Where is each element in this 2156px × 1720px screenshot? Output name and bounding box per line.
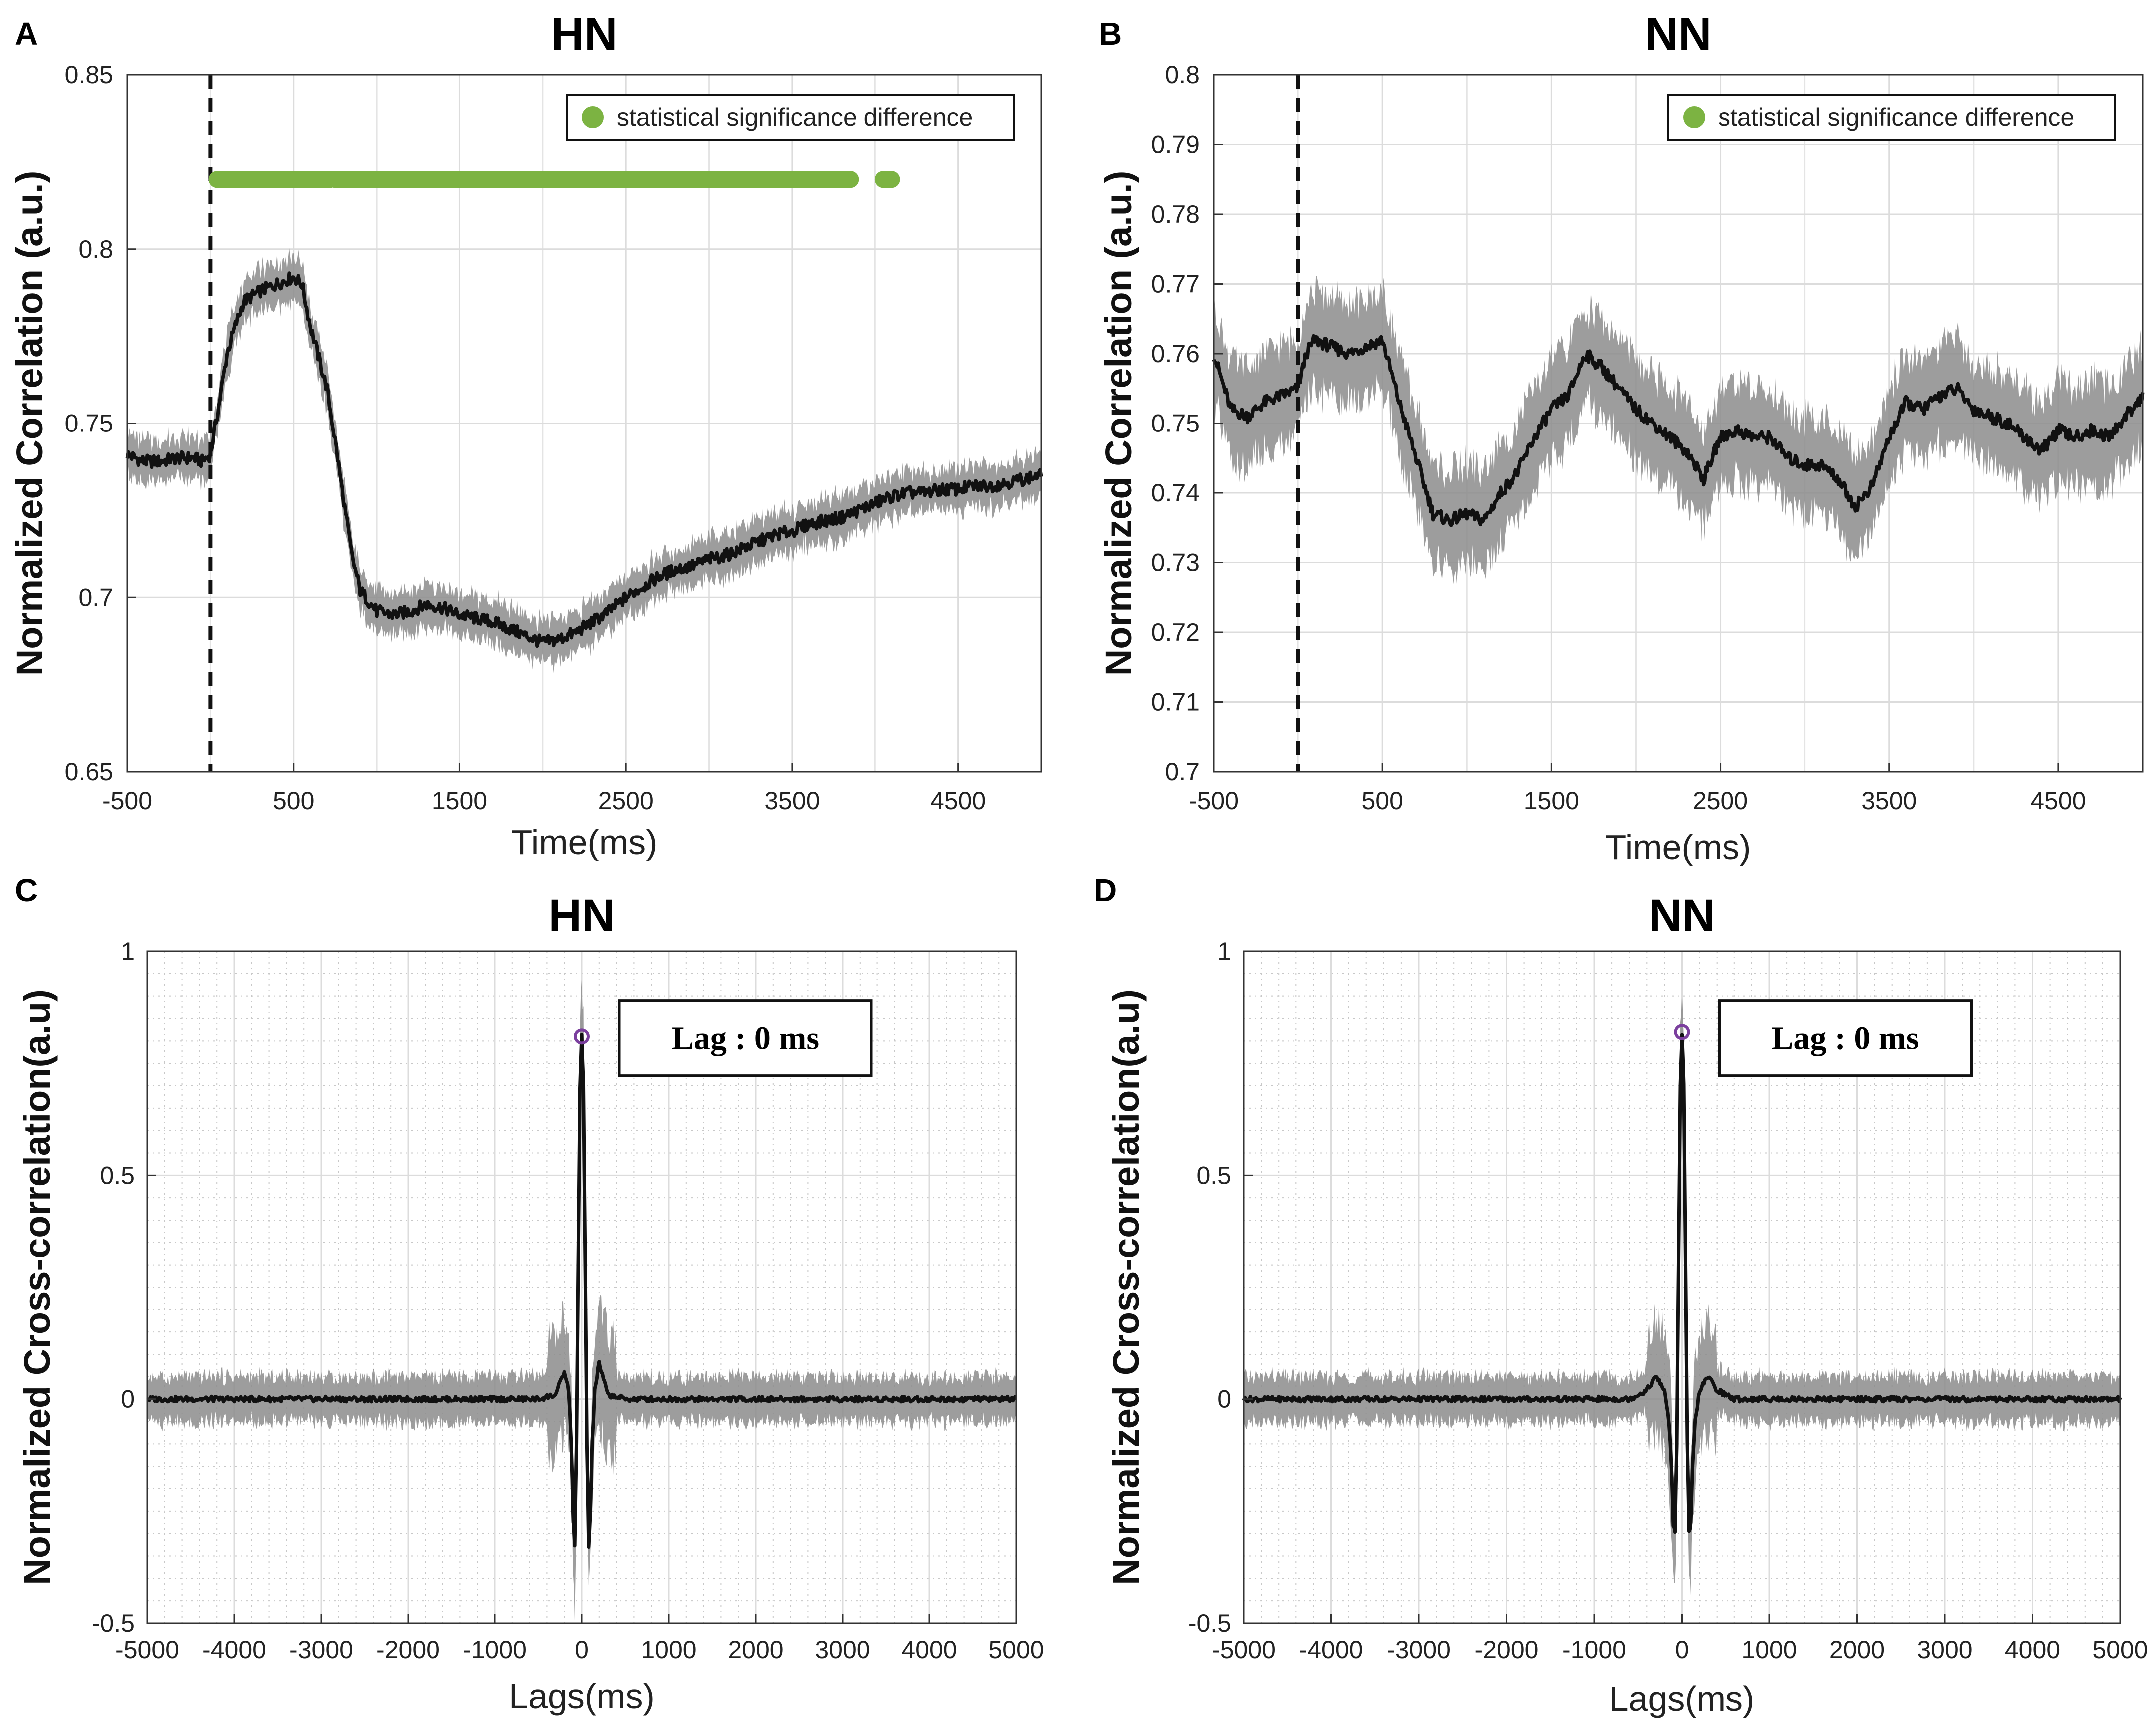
panel-d-chart: -5000 -4000 -3000 -2000 -1000 0 1000 2000 3000 40…: [1105, 890, 2148, 1718]
x-tick-label: 0: [1675, 1636, 1689, 1664]
x-tick-label: -2000: [376, 1636, 440, 1664]
y-tick-label: 0.77: [1151, 270, 1200, 298]
x-tick-label: 4000: [901, 1636, 957, 1664]
y-tick-label: 0.8: [78, 235, 113, 263]
x-tick-label: 2000: [728, 1636, 783, 1664]
x-tick-label: 1500: [1524, 787, 1579, 815]
x-tick-label: -500: [102, 787, 152, 815]
y-tick-label: 1: [1217, 937, 1231, 965]
lag-annotation-text: Lag : 0 ms: [672, 1020, 819, 1057]
y-tick-label: 0.76: [1151, 340, 1200, 368]
chart-title: NN: [1649, 890, 1715, 941]
series-line: [146, 1033, 1017, 1549]
series-line: [1212, 334, 2145, 527]
x-tick-label: 3500: [764, 787, 820, 815]
y-axis-label: Normalized Correlation (a.u.): [9, 171, 50, 676]
x-tick-label: -4000: [1299, 1636, 1363, 1664]
y-tick-label: 0.79: [1151, 131, 1200, 159]
panel-b-chart: -500 500 1500 2500 3500 4500 0.7 0.71 0.72 0.73 0.…: [1098, 9, 2145, 866]
x-tick-label: 3000: [815, 1636, 870, 1664]
x-tick-label: -500: [1189, 787, 1239, 815]
x-tick-label: 3000: [1917, 1636, 1972, 1664]
x-tick-label: 2500: [598, 787, 654, 815]
x-tick-label: 4500: [930, 787, 986, 815]
x-tick-label: -1000: [463, 1636, 527, 1664]
x-tick-label: 500: [1361, 787, 1403, 815]
y-tick-label: 1: [121, 937, 135, 965]
y-tick-label: -0.5: [92, 1609, 135, 1637]
peak-marker: [574, 1028, 590, 1045]
x-tick-label: -2000: [1475, 1636, 1539, 1664]
y-axis-label: Normalized Correlation (a.u.): [1098, 171, 1139, 676]
x-tick-label: 4500: [2030, 787, 2086, 815]
lag-annotation-text: Lag : 0 ms: [1771, 1020, 1919, 1057]
lag-annotation-box: [618, 999, 873, 1077]
x-tick-label: 5000: [988, 1636, 1044, 1664]
y-tick-label: 0.5: [1196, 1161, 1231, 1189]
panel-letter-a: A: [15, 16, 38, 52]
legend-marker: [1683, 106, 1705, 128]
legend-box: [566, 94, 1015, 141]
y-tick-label: 0.72: [1151, 618, 1200, 646]
y-tick-label: 0.85: [65, 61, 113, 89]
x-axis-label: Time(ms): [1605, 828, 1751, 866]
x-tick-label: -3000: [289, 1636, 353, 1664]
panel-c-chart: -5000 -4000 -3000 -2000 -1000 0 1000 2000 3000 40…: [16, 890, 1044, 1716]
y-tick-label: 0.7: [78, 583, 113, 611]
y-tick-label: 0.78: [1151, 200, 1200, 228]
y-tick-label: 0: [1217, 1385, 1231, 1413]
x-tick-label: -1000: [1562, 1636, 1626, 1664]
y-tick-label: 0.75: [1151, 410, 1200, 437]
x-tick-label: 2500: [1693, 787, 1748, 815]
y-tick-label: 0.75: [65, 410, 113, 437]
panel-letter-b: B: [1099, 16, 1122, 52]
x-tick-label: 500: [273, 787, 314, 815]
x-tick-label: 2000: [1829, 1636, 1885, 1664]
legend-marker: [582, 106, 604, 128]
series-line: [1242, 1033, 2122, 1534]
y-tick-label: 0.71: [1151, 688, 1200, 716]
chart-title: HN: [551, 9, 618, 60]
y-tick-label: 0.8: [1165, 61, 1200, 89]
x-axis-label: Lags(ms): [1609, 1679, 1755, 1718]
y-tick-label: 0.73: [1151, 549, 1200, 577]
y-axis-label: Normalized Cross-correlation(a.u): [1105, 989, 1147, 1585]
x-tick-label: -3000: [1387, 1636, 1451, 1664]
chart-title: HN: [549, 890, 615, 941]
x-tick-label: -5000: [1212, 1636, 1276, 1664]
y-axis-label: Normalized Cross-correlation(a.u): [16, 989, 58, 1585]
x-tick-label: -5000: [115, 1636, 179, 1664]
x-tick-label: 1500: [432, 787, 487, 815]
x-tick-label: 3500: [1861, 787, 1917, 815]
error-band: [1214, 275, 2143, 584]
x-tick-label: 1000: [641, 1636, 696, 1664]
panel-letter-c: C: [15, 872, 38, 908]
x-tick-label: 5000: [2092, 1636, 2148, 1664]
legend-label: statistical significance difference: [617, 103, 973, 131]
chart-title: NN: [1645, 9, 1712, 60]
x-tick-label: 1000: [1741, 1636, 1797, 1664]
x-axis-label: Lags(ms): [509, 1677, 655, 1716]
panel-letter-d: D: [1094, 872, 1117, 908]
panel-a-chart: -500 500 1500 2500 3500 4500 0.65 0.7 0.75 0.8 0.8…: [9, 9, 1043, 861]
x-tick-label: 4000: [2005, 1636, 2060, 1664]
x-axis-label: Time(ms): [511, 823, 658, 861]
y-tick-label: 0.7: [1165, 758, 1200, 786]
x-tick-label: 0: [575, 1636, 589, 1664]
lag-annotation-box: [1718, 999, 1973, 1077]
y-tick-label: 0: [121, 1385, 135, 1413]
y-tick-label: 0.65: [65, 758, 113, 786]
x-tick-label: -4000: [202, 1636, 266, 1664]
series-line: [125, 271, 1043, 648]
y-tick-label: -0.5: [1188, 1609, 1231, 1637]
y-tick-label: 0.74: [1151, 479, 1200, 507]
legend-label: statistical significance difference: [1718, 103, 2074, 131]
legend-box: [1667, 94, 2116, 141]
peak-marker: [1674, 1024, 1690, 1040]
y-tick-label: 0.5: [100, 1161, 135, 1189]
